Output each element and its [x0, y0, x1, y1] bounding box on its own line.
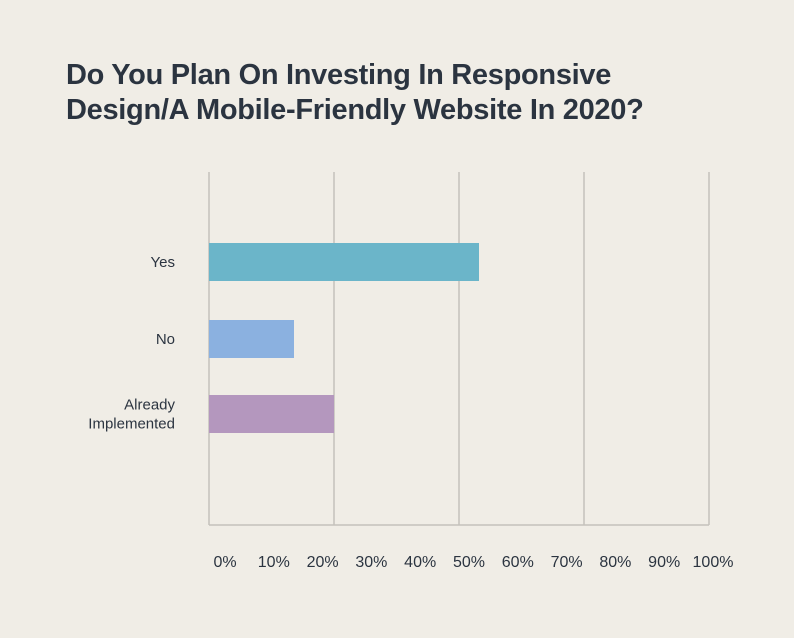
- bars: [209, 243, 479, 433]
- bar-already-implemented: [209, 395, 334, 433]
- x-tick-label: 90%: [648, 554, 680, 571]
- x-tick-label: 100%: [693, 554, 734, 571]
- x-tick-label: 10%: [258, 554, 290, 571]
- category-label-yes: Yes: [151, 254, 175, 271]
- x-tick-label: 40%: [404, 554, 436, 571]
- category-label-already-implemented: Already: [124, 397, 175, 414]
- x-tick-label: 30%: [355, 554, 387, 571]
- x-tick-label: 70%: [551, 554, 583, 571]
- x-tick-label: 60%: [502, 554, 534, 571]
- x-tick-label: 80%: [599, 554, 631, 571]
- category-label-already-implemented: Implemented: [88, 416, 175, 433]
- chart-title: Do You Plan On Investing In Responsive D…: [66, 59, 644, 126]
- bar-yes: [209, 243, 479, 281]
- category-labels: Yes No Already Implemented: [88, 254, 175, 433]
- x-tick-label: 20%: [307, 554, 339, 571]
- x-axis-tick-labels: 0% 10% 20% 30% 40% 50% 60% 70% 80% 90% 100%: [213, 554, 733, 571]
- x-tick-label: 0%: [213, 554, 236, 571]
- x-tick-label: 50%: [453, 554, 485, 571]
- category-label-no: No: [156, 331, 175, 348]
- bar-no: [209, 320, 294, 358]
